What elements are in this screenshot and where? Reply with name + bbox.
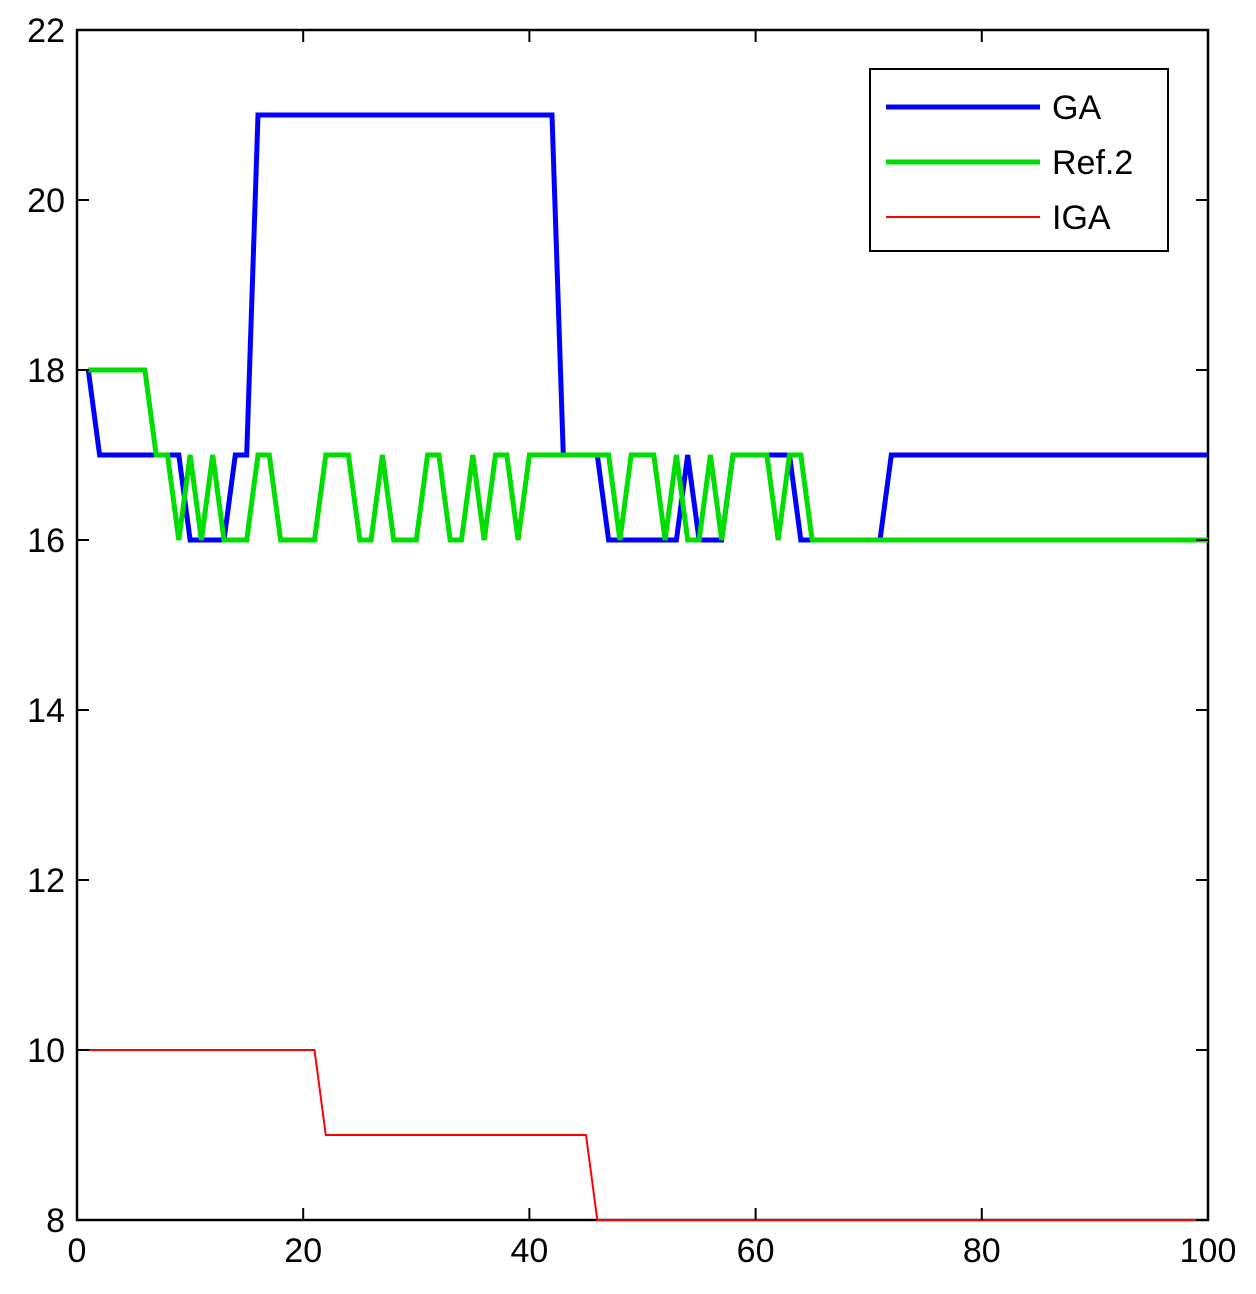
series-layer (77, 112, 1208, 1221)
series-line-iga (77, 1049, 1208, 1221)
x-tick-label: 60 (737, 1232, 775, 1270)
legend-label-ga: GA (1052, 89, 1101, 127)
x-tick-label: 100 (1180, 1232, 1237, 1270)
x-axis-ticks: 0 20 40 60 80 100 (68, 30, 1237, 1270)
x-tick-label: 40 (510, 1232, 548, 1270)
x-tick-label: 80 (963, 1232, 1001, 1270)
y-tick-label: 14 (27, 692, 65, 730)
legend-label-ref-2: Ref.2 (1052, 144, 1133, 182)
x-tick-label: 20 (284, 1232, 322, 1270)
series-line-ga (85, 112, 1208, 543)
series-line-ref-2 (88, 367, 1208, 543)
legend-label-iga: IGA (1052, 199, 1111, 237)
y-tick-label: 12 (27, 862, 65, 900)
y-tick-label: 10 (27, 1032, 65, 1070)
y-tick-label: 22 (27, 12, 65, 50)
y-axis-ticks: 8 10 12 14 16 18 20 22 (27, 12, 1208, 1240)
y-tick-label: 20 (27, 182, 65, 220)
y-tick-label: 18 (27, 352, 65, 390)
legend: GA Ref.2 IGA (869, 68, 1169, 252)
y-tick-label: 8 (46, 1202, 65, 1240)
x-tick-label: 0 (68, 1232, 87, 1270)
legend-items: GA Ref.2 IGA (886, 89, 1133, 237)
y-tick-label: 16 (27, 522, 65, 560)
